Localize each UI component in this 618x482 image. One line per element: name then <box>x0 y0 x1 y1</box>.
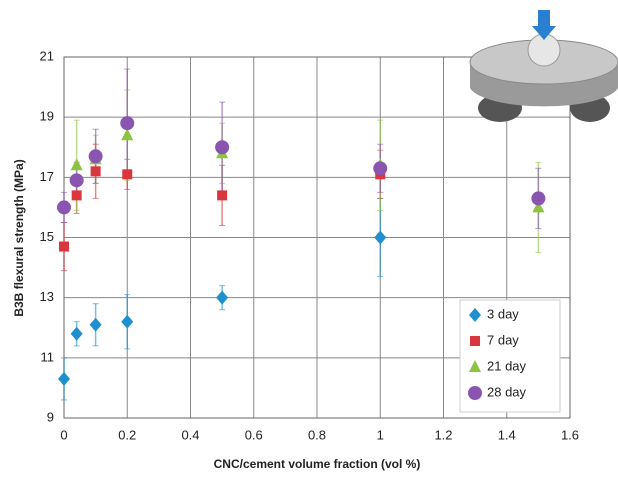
legend-marker <box>468 386 482 400</box>
legend-marker <box>469 360 481 372</box>
x-tick-label: 1.6 <box>561 427 579 442</box>
legend-label: 28 day <box>487 384 527 399</box>
legend-label: 21 day <box>487 358 527 373</box>
y-tick-label: 17 <box>40 169 54 184</box>
marker <box>69 173 84 188</box>
x-tick-label: 0 <box>60 427 67 442</box>
marker <box>531 191 546 206</box>
x-tick-label: 0.6 <box>245 427 263 442</box>
x-tick-label: 1.2 <box>434 427 452 442</box>
marker <box>373 161 388 176</box>
marker <box>216 290 229 305</box>
x-tick-label: 1 <box>377 427 384 442</box>
specimen-illustration <box>469 10 618 122</box>
legend-marker <box>470 336 480 346</box>
marker <box>59 241 69 252</box>
marker <box>89 317 102 332</box>
marker <box>70 158 83 171</box>
y-axis-label: B3B flexural strength (MPa) <box>12 159 26 316</box>
marker <box>70 326 83 341</box>
x-tick-label: 0.2 <box>118 427 136 442</box>
marker <box>121 128 134 141</box>
y-tick-label: 13 <box>40 289 54 304</box>
legend: 3 day 7 day 21 day 28 day <box>459 299 561 413</box>
marker <box>120 116 135 131</box>
marker <box>121 314 134 329</box>
marker <box>532 200 545 213</box>
marker <box>374 230 387 245</box>
marker <box>71 190 82 201</box>
marker <box>58 371 70 386</box>
marker <box>122 169 133 180</box>
x-tick-label: 1.4 <box>498 427 516 442</box>
marker <box>57 200 71 215</box>
legend-label: 3 day <box>487 306 519 321</box>
legend-marker <box>469 308 481 322</box>
legend-label: 7 day <box>487 332 519 347</box>
marker <box>90 166 101 177</box>
x-tick-label: 0.4 <box>181 427 199 442</box>
y-tick-label: 11 <box>41 349 55 364</box>
y-tick-label: 9 <box>47 409 54 424</box>
marker <box>88 149 103 164</box>
marker <box>215 140 230 155</box>
y-tick-label: 15 <box>40 229 54 244</box>
x-axis-label: CNC/cement volume fraction (vol %) <box>214 457 421 471</box>
x-tick-label: 0.8 <box>308 427 326 442</box>
marker <box>217 190 228 201</box>
y-tick-label: 19 <box>40 109 54 124</box>
y-tick-label: 21 <box>40 48 54 63</box>
